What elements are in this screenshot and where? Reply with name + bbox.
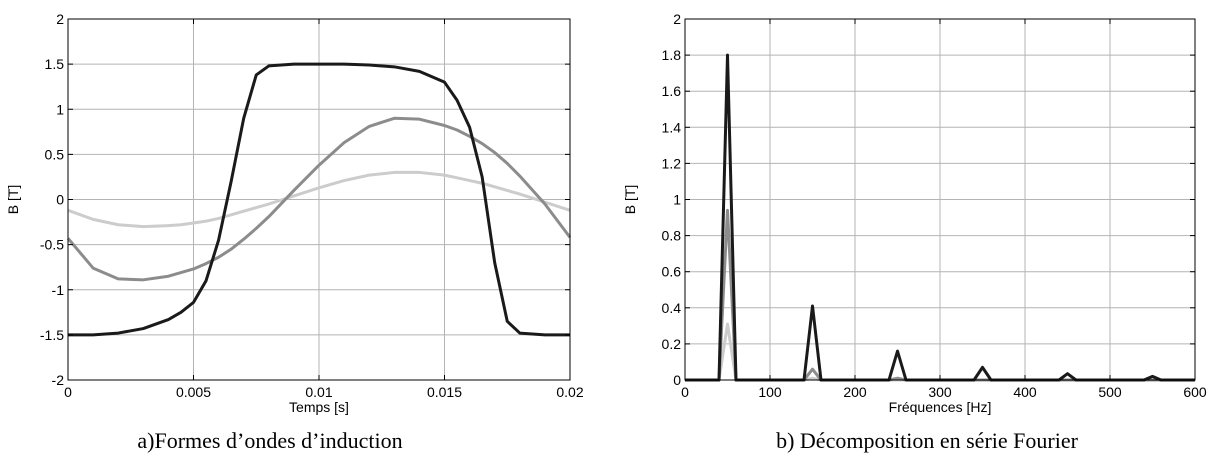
- x-tick-label: 400: [1013, 384, 1037, 400]
- x-tick-label: 0.005: [176, 384, 211, 400]
- grid: [685, 19, 1195, 380]
- chart-induction-waveforms: 0 0.005 0.01 0.015 0.02 -2 -1.5 -1 -0.5 0 0.5 1 1.5 2…: [5, 11, 584, 453]
- y-tick-label: 0: [673, 372, 681, 388]
- y-tick-label: 1.4: [662, 119, 682, 135]
- x-tick-label: 0.01: [305, 384, 332, 400]
- x-tick-label: 0: [681, 384, 689, 400]
- x-axis-label: Fréquences [Hz]: [889, 399, 992, 415]
- caption: a)Formes d’ondes d’induction: [137, 428, 402, 453]
- x-tick-label: 600: [1183, 384, 1207, 400]
- x-tick-label: 0: [64, 384, 72, 400]
- y-tick-label: 0.8: [662, 228, 682, 244]
- caption: b) Décomposition en série Fourier: [776, 428, 1078, 453]
- y-tick-label: 1.8: [662, 47, 682, 63]
- y-tick-label: 0.2: [662, 336, 682, 352]
- y-tick-label: -2: [52, 372, 65, 388]
- series-line-3: [67, 170, 571, 229]
- x-tick-label: 0.015: [427, 384, 462, 400]
- x-tick-label: 500: [1098, 384, 1122, 400]
- grid: [68, 19, 570, 380]
- y-tick-label: 2: [56, 11, 64, 27]
- x-tick-label: 100: [758, 384, 782, 400]
- y-tick-label: -0.5: [40, 237, 64, 253]
- y-tick-label: 1.5: [45, 56, 65, 72]
- chart-fourier-decomposition: 0 100 200 300 400 500 600 0 0.2 0.4 0.6 0.8 1 1.2 1.4 1…: [622, 11, 1207, 453]
- tick-labels: 0 0.005 0.01 0.015 0.02 -2 -1.5 -1 -0.5 0 0.5 1 1.5 2: [40, 11, 584, 400]
- y-tick-label: 0.6: [662, 264, 682, 280]
- y-axis-label: B [T]: [5, 185, 21, 215]
- y-tick-label: 0: [56, 192, 64, 208]
- tick-labels: 0 100 200 300 400 500 600 0 0.2 0.4 0.6 0.8 1 1.2 1.4 1…: [662, 11, 1207, 400]
- x-axis-label: Temps [s]: [289, 399, 349, 415]
- series-line-2: [66, 116, 572, 282]
- y-tick-label: -1.5: [40, 327, 64, 343]
- y-tick-label: 0.5: [45, 146, 65, 162]
- x-tick-label: 300: [928, 384, 952, 400]
- y-tick-label: 1: [56, 101, 64, 117]
- y-tick-label: 1.6: [662, 83, 682, 99]
- y-axis-label: B [T]: [622, 185, 638, 215]
- x-tick-label: 200: [843, 384, 867, 400]
- y-tick-label: 1.2: [662, 155, 682, 171]
- y-tick-label: -1: [52, 282, 65, 298]
- series-line-1: [68, 62, 570, 337]
- y-tick-label: 1: [673, 192, 681, 208]
- y-tick-label: 0.4: [662, 300, 682, 316]
- x-tick-label: 0.02: [556, 384, 583, 400]
- y-tick-label: 2: [673, 11, 681, 27]
- series-layer: [66, 62, 572, 337]
